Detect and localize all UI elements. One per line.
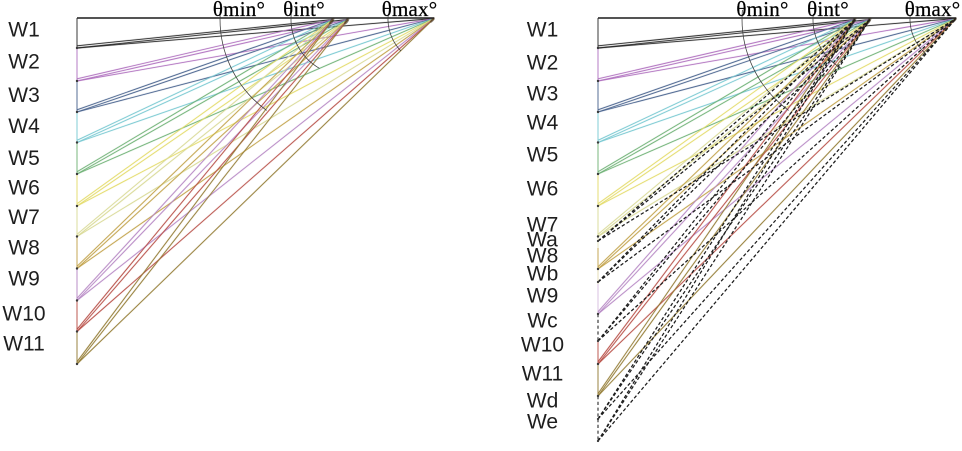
svg-text:W11: W11	[3, 333, 45, 356]
svg-text:We: We	[527, 411, 558, 434]
svg-text:W8: W8	[8, 237, 40, 260]
svg-text:Wd: Wd	[527, 390, 559, 413]
svg-text:W4: W4	[8, 115, 40, 138]
svg-text:W1: W1	[8, 19, 40, 42]
svg-text:W2: W2	[527, 52, 559, 75]
svg-text:Wa: Wa	[527, 229, 558, 252]
svg-text:W5: W5	[527, 144, 559, 167]
svg-text:W8: W8	[527, 245, 559, 268]
svg-text:W9: W9	[527, 285, 559, 308]
svg-text:θint°: θint°	[807, 0, 849, 21]
svg-text:W4: W4	[527, 112, 559, 135]
svg-text:W7: W7	[527, 214, 559, 237]
svg-text:W9: W9	[8, 268, 40, 291]
svg-text:W10: W10	[2, 303, 45, 326]
svg-text:θmin°: θmin°	[213, 0, 265, 21]
svg-text:W10: W10	[521, 334, 564, 357]
svg-text:Wb: Wb	[527, 263, 559, 286]
svg-text:W1: W1	[527, 19, 559, 42]
svg-text:θmax°: θmax°	[382, 0, 438, 21]
svg-text:θint°: θint°	[283, 0, 325, 21]
svg-text:W6: W6	[8, 177, 40, 200]
svg-text:θmin°: θmin°	[736, 0, 788, 21]
svg-text:W3: W3	[527, 83, 559, 106]
svg-text:W3: W3	[8, 84, 40, 107]
svg-text:W5: W5	[8, 147, 40, 170]
svg-text:W2: W2	[8, 51, 40, 74]
svg-text:θmax°: θmax°	[905, 0, 961, 21]
svg-text:W7: W7	[8, 206, 40, 229]
svg-text:W11: W11	[522, 363, 564, 386]
svg-text:W6: W6	[527, 178, 559, 201]
svg-text:Wc: Wc	[527, 310, 557, 333]
